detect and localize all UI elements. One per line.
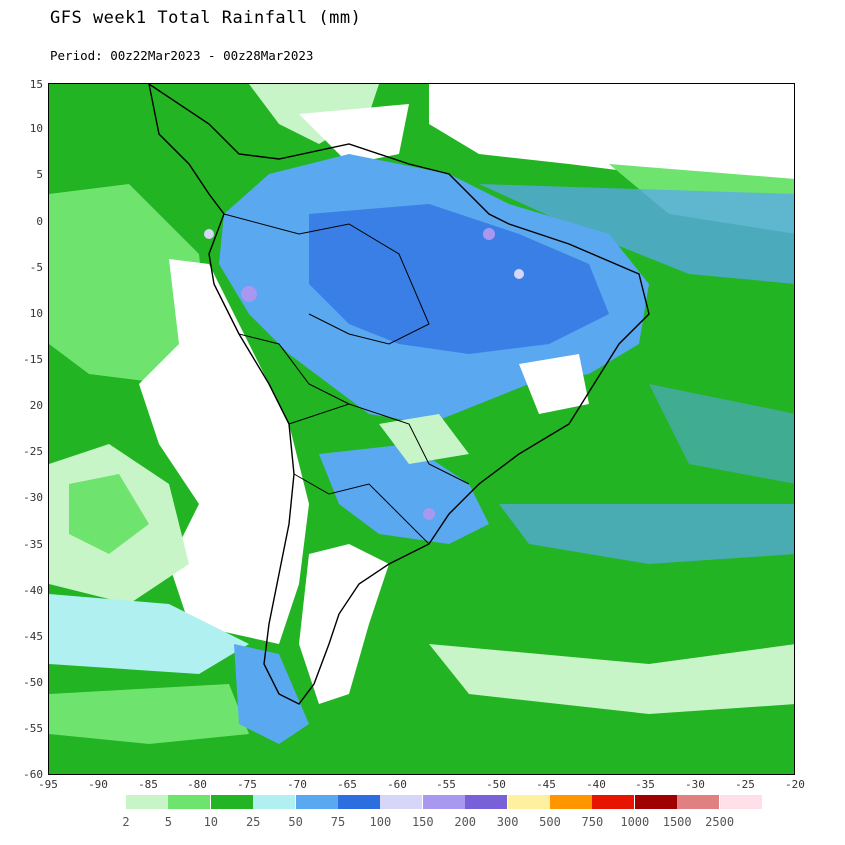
legend-swatch <box>295 795 338 809</box>
lat-label: -55 <box>23 722 43 735</box>
rainfall-map <box>48 83 795 775</box>
legend-swatch <box>422 795 465 809</box>
lon-label: -45 <box>536 778 556 791</box>
legend-label: 1000 <box>620 815 650 829</box>
lon-label: -35 <box>635 778 655 791</box>
legend-label: 750 <box>581 815 604 829</box>
lon-label: -25 <box>735 778 755 791</box>
legend-label: 2500 <box>705 815 735 829</box>
lat-label: -60 <box>23 768 43 781</box>
lon-label: -30 <box>685 778 705 791</box>
legend-label: 500 <box>539 815 561 829</box>
lat-label: -25 <box>23 445 43 458</box>
lat-label: 15 <box>29 78 43 91</box>
legend-swatch <box>380 795 423 809</box>
lat-label: 10 <box>29 307 43 320</box>
legend-swatch <box>634 795 677 809</box>
legend-swatch <box>126 795 168 809</box>
lon-label: -95 <box>38 778 58 791</box>
lon-label: -50 <box>486 778 506 791</box>
lat-label: -35 <box>23 538 43 551</box>
lat-label: -15 <box>23 353 43 366</box>
legend-label: 50 <box>288 815 303 829</box>
lat-label: 0 <box>36 215 43 228</box>
lon-label: -80 <box>187 778 207 791</box>
lat-label: 5 <box>36 168 43 181</box>
legend-swatch <box>465 795 508 809</box>
legend-swatch <box>253 795 296 809</box>
lat-label: -45 <box>23 630 43 643</box>
period-subtitle: Period: 00z22Mar2023 - 00z28Mar2023 <box>50 48 314 63</box>
rainfall-field <box>49 84 794 774</box>
legend-swatch <box>338 795 380 809</box>
legend-swatch <box>507 795 550 809</box>
legend-label: 75 <box>330 815 346 829</box>
legend-label: 300 <box>496 815 519 829</box>
lat-label: -40 <box>23 584 43 597</box>
map-title: GFS week1 Total Rainfall (mm) <box>50 8 362 28</box>
legend-swatch <box>168 795 211 809</box>
lon-label: -65 <box>337 778 357 791</box>
legend-swatch <box>592 795 635 809</box>
lat-label: -5 <box>29 261 43 274</box>
lon-label: -55 <box>436 778 456 791</box>
legend-label: 1500 <box>662 815 692 829</box>
lon-label: -70 <box>287 778 307 791</box>
lat-label: 10 <box>29 122 43 135</box>
legend-swatch <box>719 795 762 809</box>
lat-label: -30 <box>23 491 43 504</box>
legend-label: 150 <box>411 815 434 829</box>
lon-label: -20 <box>785 778 805 791</box>
legend-swatch <box>210 795 253 809</box>
legend-swatch <box>550 795 592 809</box>
legend-swatch <box>677 795 720 809</box>
lon-label: -85 <box>138 778 158 791</box>
lat-label: -50 <box>23 676 43 689</box>
lon-label: -40 <box>586 778 606 791</box>
lon-label: -75 <box>237 778 257 791</box>
legend-label: 5 <box>164 815 173 829</box>
legend-label: 100 <box>369 815 392 829</box>
legend-label: 10 <box>203 815 219 829</box>
lon-label: -60 <box>387 778 407 791</box>
lat-label: 20 <box>29 399 43 412</box>
legend-label: 200 <box>454 815 477 829</box>
lon-label: -90 <box>88 778 108 791</box>
legend-label: 2 <box>122 815 130 829</box>
legend-label: 25 <box>245 815 261 829</box>
